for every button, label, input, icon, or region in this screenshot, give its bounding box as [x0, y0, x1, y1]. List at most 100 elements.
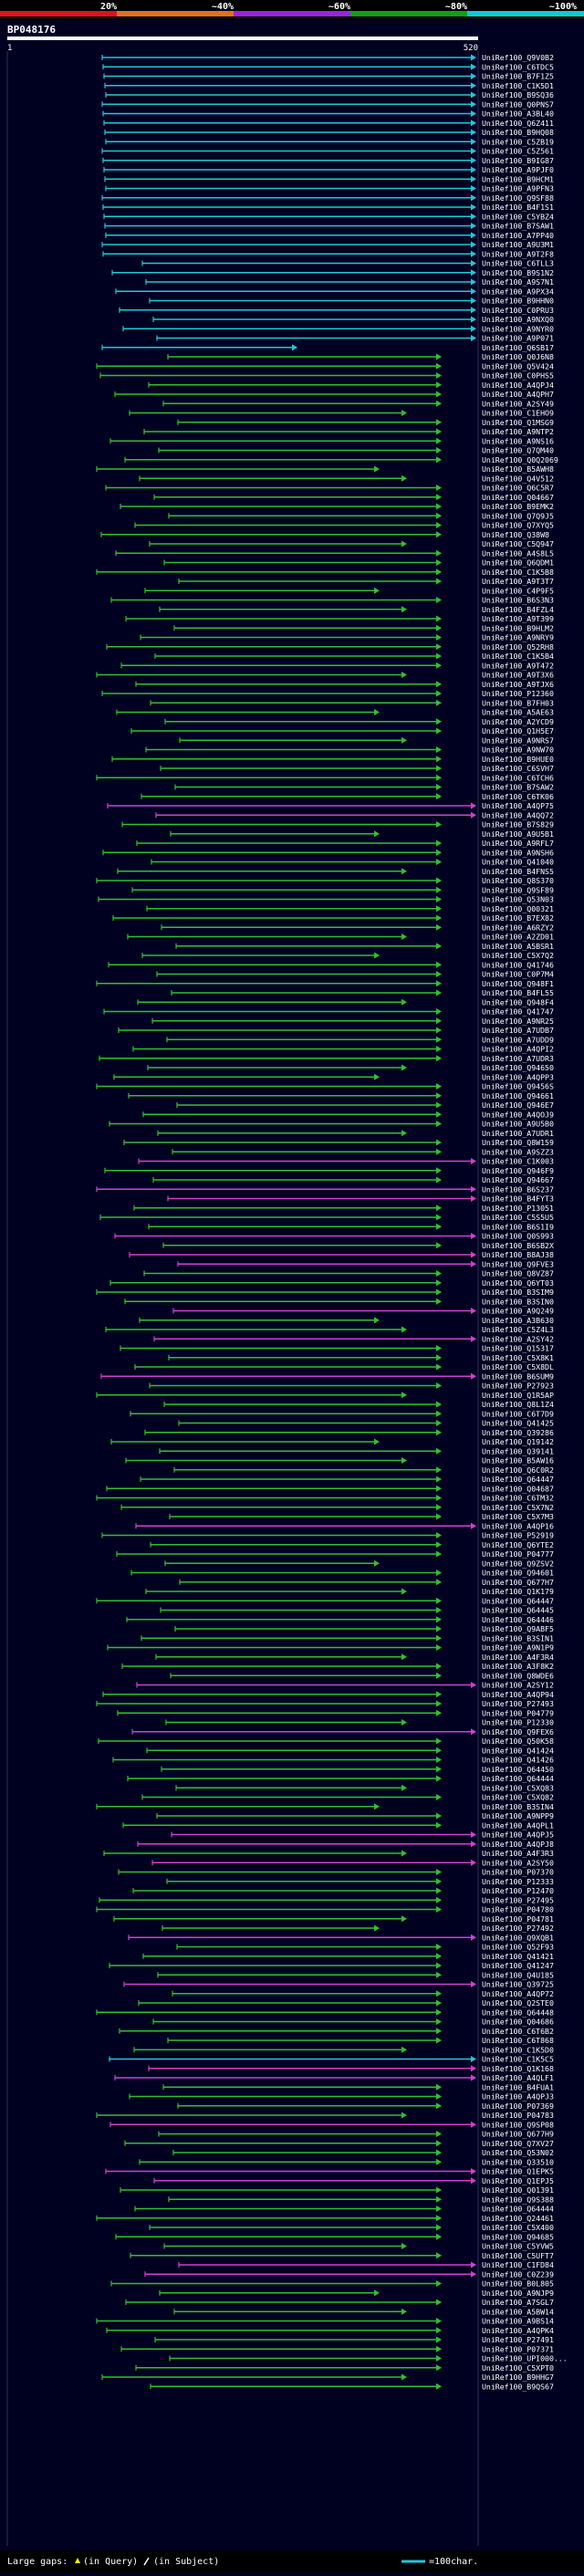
hit-arrow-icon — [436, 1429, 442, 1436]
hit-arrow-icon — [436, 381, 442, 389]
hit-arrow-icon — [436, 1055, 442, 1062]
hit-arrow-icon — [436, 1495, 442, 1501]
hit-arrow-icon — [436, 849, 442, 856]
hit-arrow-icon — [436, 1270, 442, 1277]
hit-label: UniRef100_Q04686 — [482, 2018, 554, 2027]
hit-arrow-icon — [436, 1579, 442, 1586]
hit-arrow-icon — [436, 624, 442, 631]
hit-label: UniRef100_C5XQ82 — [482, 1793, 554, 1802]
hit-label: UniRef100_C5X400 — [482, 2223, 554, 2232]
hit-label: UniRef100_C6T6B2 — [482, 2027, 554, 2036]
hit-label: UniRef100_P12333 — [482, 1877, 554, 1886]
hit-arrow-icon — [436, 1027, 442, 1034]
hit-arrow-icon — [471, 232, 476, 239]
query-bar — [7, 37, 478, 40]
hit-arrow-icon — [471, 1841, 476, 1848]
hit-label: UniRef100_B4FUA1 — [482, 2082, 554, 2091]
hit-label: UniRef100_Q41747 — [482, 1007, 554, 1017]
hit-label: UniRef100_C6TM32 — [482, 1494, 554, 1503]
hit-arrow-icon — [436, 2037, 442, 2044]
hit-label: UniRef100_Q1K179 — [482, 1587, 554, 1596]
hit-arrow-icon — [471, 307, 476, 314]
hit-label: UniRef100_Q0PNS7 — [482, 99, 554, 109]
hit-arrow-icon — [436, 699, 442, 706]
hit-label: UniRef100_A9NYR0 — [482, 324, 554, 333]
hit-label: UniRef100_P27493 — [482, 1699, 554, 1708]
hit-label: UniRef100_B6SB2X — [482, 1241, 554, 1250]
hit-arrow-icon — [402, 1457, 407, 1464]
hit-arrow-icon — [436, 1382, 442, 1389]
hit-arrow-icon — [436, 2364, 442, 2372]
hit-arrow-icon — [402, 868, 407, 875]
hit-arrow-icon — [436, 1887, 442, 1894]
hit-arrow-icon — [374, 1803, 380, 1810]
hit-arrow-icon — [471, 166, 476, 173]
hit-label: UniRef100_A2SY49 — [482, 399, 554, 408]
hit-arrow-icon — [471, 297, 476, 304]
legend-svg: Large gaps: (in Query) (in Subject) =100… — [7, 2557, 478, 2567]
hit-label: UniRef100_C6T7D9 — [482, 1409, 554, 1418]
hit-label: UniRef100_Q00321 — [482, 904, 554, 913]
hit-arrow-icon — [436, 1504, 442, 1511]
hit-arrow-icon — [436, 400, 442, 407]
hit-label: UniRef100_C5YVW5 — [482, 2242, 554, 2251]
query-gap-marker-icon — [75, 2558, 80, 2563]
hit-arrow-icon — [436, 1672, 442, 1679]
hit-label: UniRef100_Q04687 — [482, 1484, 554, 1493]
hit-label: UniRef100_P13051 — [482, 1204, 554, 1213]
hit-label: UniRef100_Q9ZSV2 — [482, 1559, 554, 1568]
hit-arrow-icon — [436, 1607, 442, 1613]
hit-arrow-icon — [402, 1653, 407, 1661]
hit-arrow-icon — [436, 2149, 442, 2156]
hit-label: UniRef100_Q6SB17 — [482, 343, 554, 352]
hit-label: UniRef100_Q946E7 — [482, 1100, 554, 1110]
hit-label: UniRef100_C1K5B4 — [482, 652, 554, 661]
hit-arrow-icon — [436, 437, 442, 444]
hit-label: UniRef100_Q948F4 — [482, 997, 554, 1006]
hit-arrow-icon — [471, 1335, 476, 1342]
hit-label: UniRef100_A3B630 — [482, 1316, 554, 1325]
hit-label: UniRef100_C5YBZ4 — [482, 212, 554, 221]
hit-label: UniRef100_A4QOJ9 — [482, 1110, 554, 1119]
hit-arrow-icon — [436, 718, 442, 725]
hit-label: UniRef100_A4QPJ3 — [482, 2092, 554, 2101]
hit-arrow-icon — [471, 1308, 476, 1314]
hit-label: UniRef100_Q9XQB1 — [482, 1933, 554, 1942]
hit-label: UniRef100_P27923 — [482, 1382, 554, 1391]
hit-arrow-icon — [471, 100, 476, 108]
hit-arrow-icon — [436, 2224, 442, 2231]
hit-label: UniRef100_Q4V512 — [482, 474, 554, 483]
hit-arrow-icon — [436, 821, 442, 828]
hit-arrow-icon — [374, 587, 380, 594]
scale-percent-label: ~80% — [445, 2, 467, 12]
hit-arrow-icon — [402, 672, 407, 678]
hit-label: UniRef100_Q9ABF5 — [482, 1624, 554, 1633]
hit-label: UniRef100_A9NJP9 — [482, 2289, 554, 2298]
hit-arrow-icon — [471, 63, 476, 70]
hit-arrow-icon — [436, 2195, 442, 2203]
hit-label: UniRef100_B4FL55 — [482, 988, 554, 997]
hit-label: UniRef100_B4FNS5 — [482, 867, 554, 876]
hit-arrow-icon — [436, 1036, 442, 1043]
hit-label: UniRef100_Q41426 — [482, 1756, 554, 1765]
hit-arrow-icon — [436, 2355, 442, 2362]
hit-arrow-icon — [436, 1176, 442, 1184]
hit-arrow-icon — [402, 998, 407, 1006]
hit-arrow-icon — [436, 2233, 442, 2240]
hit-arrow-icon — [471, 2074, 476, 2081]
hit-label: UniRef100_P27495 — [482, 1895, 554, 1904]
hit-arrow-icon — [436, 943, 442, 950]
hit-arrow-icon — [436, 485, 442, 491]
hit-label: UniRef100_Q53N02 — [482, 2148, 554, 2157]
hit-label: UniRef100_P12330 — [482, 1718, 554, 1727]
hit-label: UniRef100_A4QP94 — [482, 1690, 554, 1699]
hit-arrow-icon — [436, 1298, 442, 1305]
hit-label: UniRef100_C5X7N2 — [482, 1503, 554, 1512]
hit-arrow-icon — [471, 1981, 476, 1987]
hit-arrow-icon — [374, 2289, 380, 2297]
hit-arrow-icon — [436, 1953, 442, 1960]
hit-label: UniRef100_Q41425 — [482, 1419, 554, 1428]
hit-label: UniRef100_B3SIM9 — [482, 1288, 554, 1297]
hit-arrow-icon — [374, 1073, 380, 1080]
hit-label: UniRef100_Q41247 — [482, 1961, 554, 1970]
